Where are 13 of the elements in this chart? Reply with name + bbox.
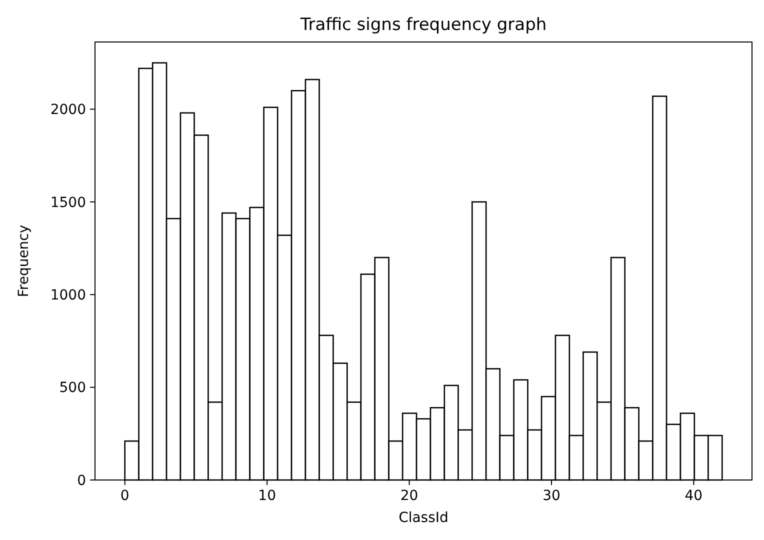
x-tick-label: 10 [258,488,276,504]
chart-title: Traffic signs frequency graph [299,15,547,35]
y-tick-label: 2000 [50,102,86,118]
x-tick-label: 40 [684,488,703,504]
x-tick-label: 30 [542,488,560,504]
x-axis-title: ClassId [398,510,448,526]
y-tick-label: 1000 [50,288,86,304]
x-tick-label: 0 [120,488,130,504]
x-tick-label: 20 [400,488,418,504]
y-tick-label: 1500 [50,194,86,211]
y-tick-label: 0 [77,472,86,489]
y-axis-title: Frequency [16,224,32,298]
y-tick-label: 500 [59,380,86,396]
